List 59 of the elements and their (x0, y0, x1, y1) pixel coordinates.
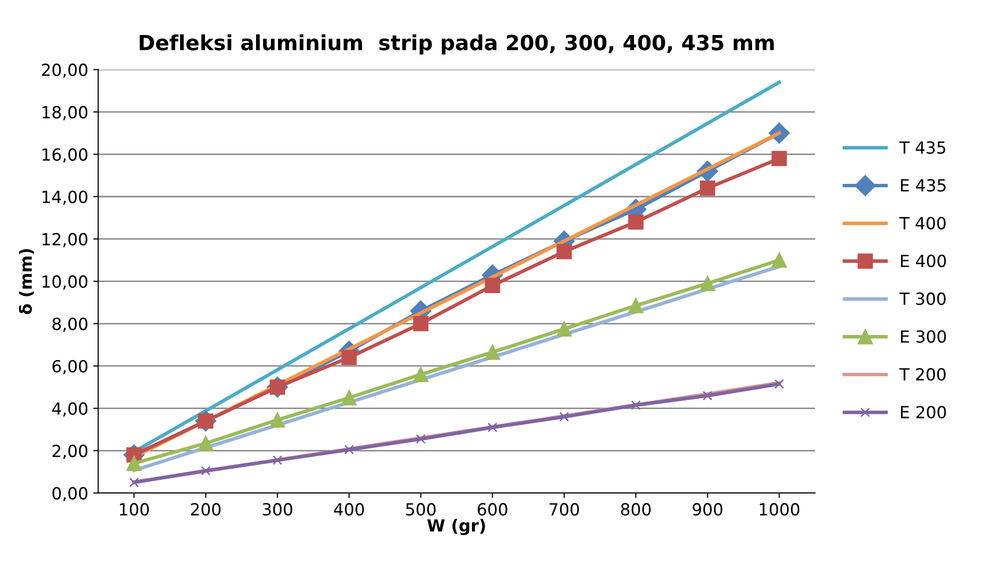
x-tick-label: 400 (334, 503, 364, 516)
point (341, 390, 357, 406)
y-tick-label: 18,00 (42, 106, 88, 120)
y-tick-label: 20,00 (42, 64, 88, 78)
point (774, 379, 784, 389)
point (772, 252, 787, 268)
x-axis-title: W (gr) (427, 518, 485, 536)
y-tick-label: 10,00 (42, 275, 88, 290)
point (484, 344, 500, 360)
point (416, 434, 426, 444)
point (126, 456, 142, 471)
legend-label: E 200 (901, 406, 946, 418)
point (556, 244, 572, 260)
point (129, 478, 139, 488)
x-tick-label: 800 (621, 503, 651, 516)
point (341, 350, 357, 366)
x-tick-label: 200 (191, 503, 221, 516)
y-axis-title: δ (mm) (18, 249, 34, 314)
x-tick-label: 600 (478, 503, 508, 516)
point (198, 436, 214, 451)
point (488, 422, 498, 432)
x-tick-label: 100 (120, 503, 149, 516)
legend-label: T 300 (899, 292, 946, 306)
point (630, 400, 641, 410)
legend-label: E 300 (901, 330, 946, 343)
point (772, 150, 787, 166)
y-tick-label: 2,00 (52, 444, 88, 459)
x-tick-label: 1000 (760, 503, 800, 516)
point (628, 298, 644, 314)
point (270, 412, 286, 428)
y-tick-label: 8,00 (52, 318, 88, 332)
y-tick-label: 6,00 (52, 360, 88, 374)
point (559, 412, 570, 422)
point (702, 390, 712, 400)
y-tick-label: 14,00 (42, 190, 88, 205)
legend-label: E 435 (901, 179, 946, 192)
x-tick-label: 500 (406, 503, 436, 516)
legend-label: T 400 (899, 216, 946, 230)
point (413, 366, 428, 382)
point (484, 278, 500, 294)
point (556, 321, 572, 337)
chart-title: Defleksi aluminium strip pada 200, 300, 400, 435 mm (140, 34, 774, 54)
y-tick-label: 16,00 (42, 148, 88, 163)
y-tick-label: 12,00 (42, 232, 88, 248)
y-tick-label: 0,00 (52, 486, 88, 502)
point (200, 466, 211, 476)
legend-label: T 435 (899, 141, 946, 154)
legend-label: T 200 (899, 368, 946, 381)
x-tick-label: 900 (692, 503, 722, 516)
point (628, 214, 644, 230)
y-tick-label: 4,00 (52, 402, 88, 417)
x-tick-label: 300 (262, 503, 292, 516)
x-tick-label: 700 (550, 503, 579, 516)
point (413, 316, 428, 332)
point (700, 180, 716, 196)
point (344, 444, 354, 454)
legend-label: E 400 (901, 254, 946, 268)
point (272, 455, 282, 466)
point (700, 276, 716, 292)
